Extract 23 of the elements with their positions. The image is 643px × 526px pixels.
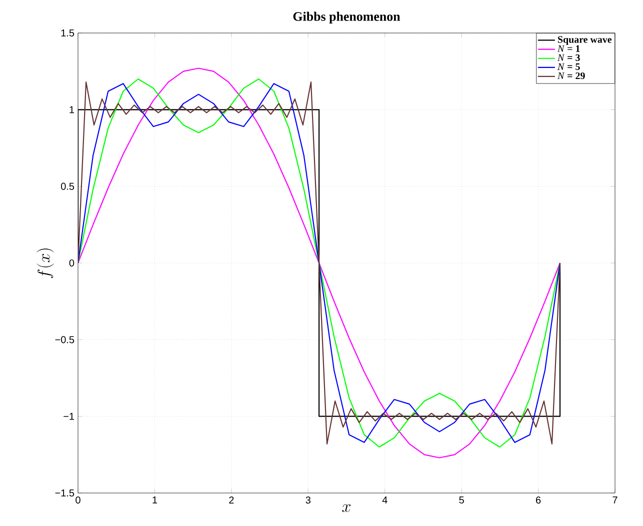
chart-title: Gibbs phenomenon [293,12,400,24]
y-tick-label: 1.5 [61,30,74,36]
y-tick-label: 1 [70,106,74,114]
x-tick-label: 0 [76,496,80,504]
y-tick-label: 0 [69,259,74,267]
x-tick-label: 6 [536,496,541,504]
x-tick-label: 2 [229,496,234,504]
y-tick-label: −1.5 [55,490,74,496]
legend-label: N = 29 [557,72,585,80]
x-tick-label: 4 [382,496,388,504]
y-tick-label: 0.5 [61,182,74,190]
legend-label: Square wave [558,36,612,45]
legend-label: N = 1 [557,45,580,52]
x-tick-label: 5 [459,496,464,504]
y-axis-title: $f(x)$ [36,248,54,278]
x-tick-label: 7 [612,496,618,504]
y-tick-label: −1 [64,412,74,420]
x-axis-title: $x$ [342,504,351,512]
y-tick-label: −0.5 [55,336,74,344]
legend-label: N = 3 [557,54,580,62]
legend-label: N = 5 [557,63,580,70]
x-tick-label: 1 [152,496,158,504]
x-tick-label: 3 [306,496,310,504]
